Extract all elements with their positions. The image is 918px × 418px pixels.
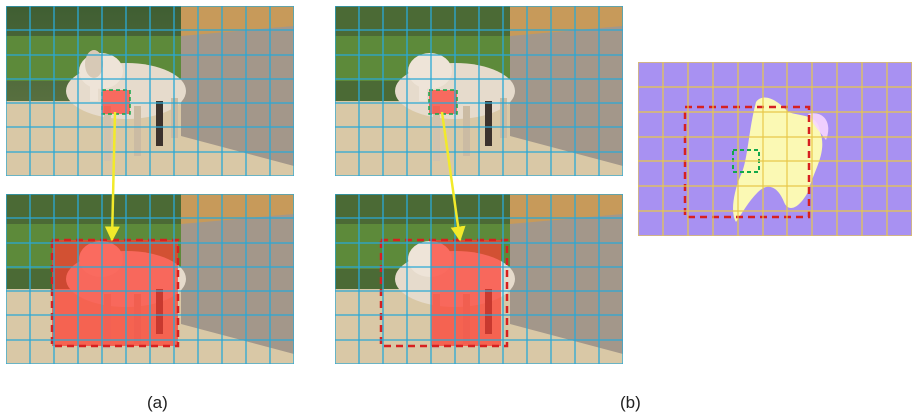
arrow-b: [440, 111, 466, 242]
caption-b: (b): [620, 393, 641, 412]
query-patch-highlight: [428, 89, 458, 115]
patch-grid: [6, 6, 294, 176]
patch-grid: [335, 6, 623, 176]
b-top-query-image: [335, 6, 623, 176]
patch-grid: [335, 194, 623, 364]
attended-region-red-fill: [431, 240, 501, 346]
b-bottom-key-image-local-window: [335, 194, 623, 364]
heatmap-grid: [638, 62, 912, 236]
attended-region-red-fill: [52, 240, 178, 346]
b-attention-heatmap: [638, 62, 912, 236]
heatmap-hot-region: [733, 97, 823, 222]
arrow-a: [104, 111, 120, 242]
attention-window-dashed-box: [379, 238, 509, 348]
heatmap-warm-halo: [808, 113, 829, 140]
a-top-query-image: [6, 6, 294, 176]
attention-window-dashed-box: [683, 105, 811, 219]
patch-grid: [6, 194, 294, 364]
caption-a: (a): [147, 393, 168, 412]
